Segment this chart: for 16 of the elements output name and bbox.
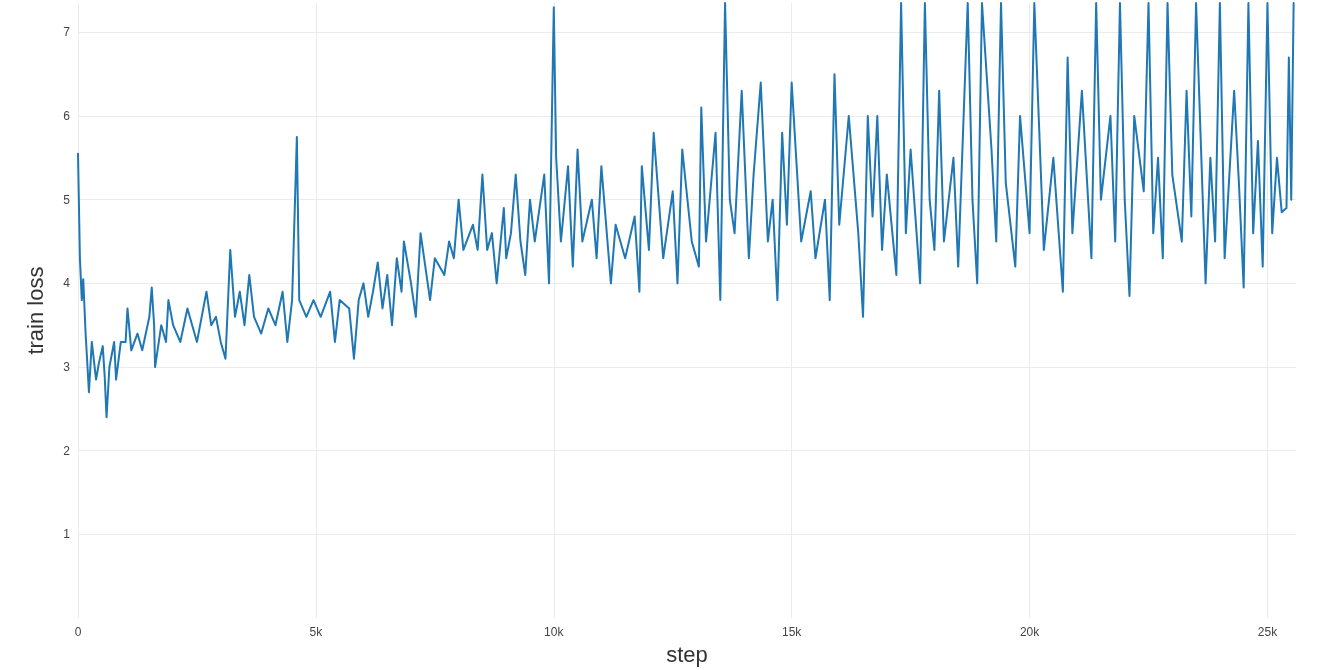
y-tick-label: 2: [63, 443, 71, 458]
x-tick-label: 25k: [1257, 625, 1279, 640]
y-axis-title: train loss: [22, 266, 48, 355]
x-tick-label: 0: [74, 625, 82, 640]
y-tick-label: 3: [63, 360, 71, 375]
x-tick-label: 15k: [781, 625, 803, 640]
y-tick-label: 6: [63, 108, 71, 123]
x-axis-title: step: [666, 641, 708, 667]
y-tick-label: 1: [63, 527, 71, 542]
line-series: [77, 2, 1295, 419]
x-tick-label: 5k: [309, 625, 324, 640]
y-tick-label: 5: [63, 192, 71, 207]
x-tick-label: 10k: [544, 625, 565, 640]
x-tick-label: 20k: [1019, 625, 1041, 640]
y-tick-label: 7: [63, 25, 71, 40]
y-tick-label: 4: [63, 276, 71, 291]
